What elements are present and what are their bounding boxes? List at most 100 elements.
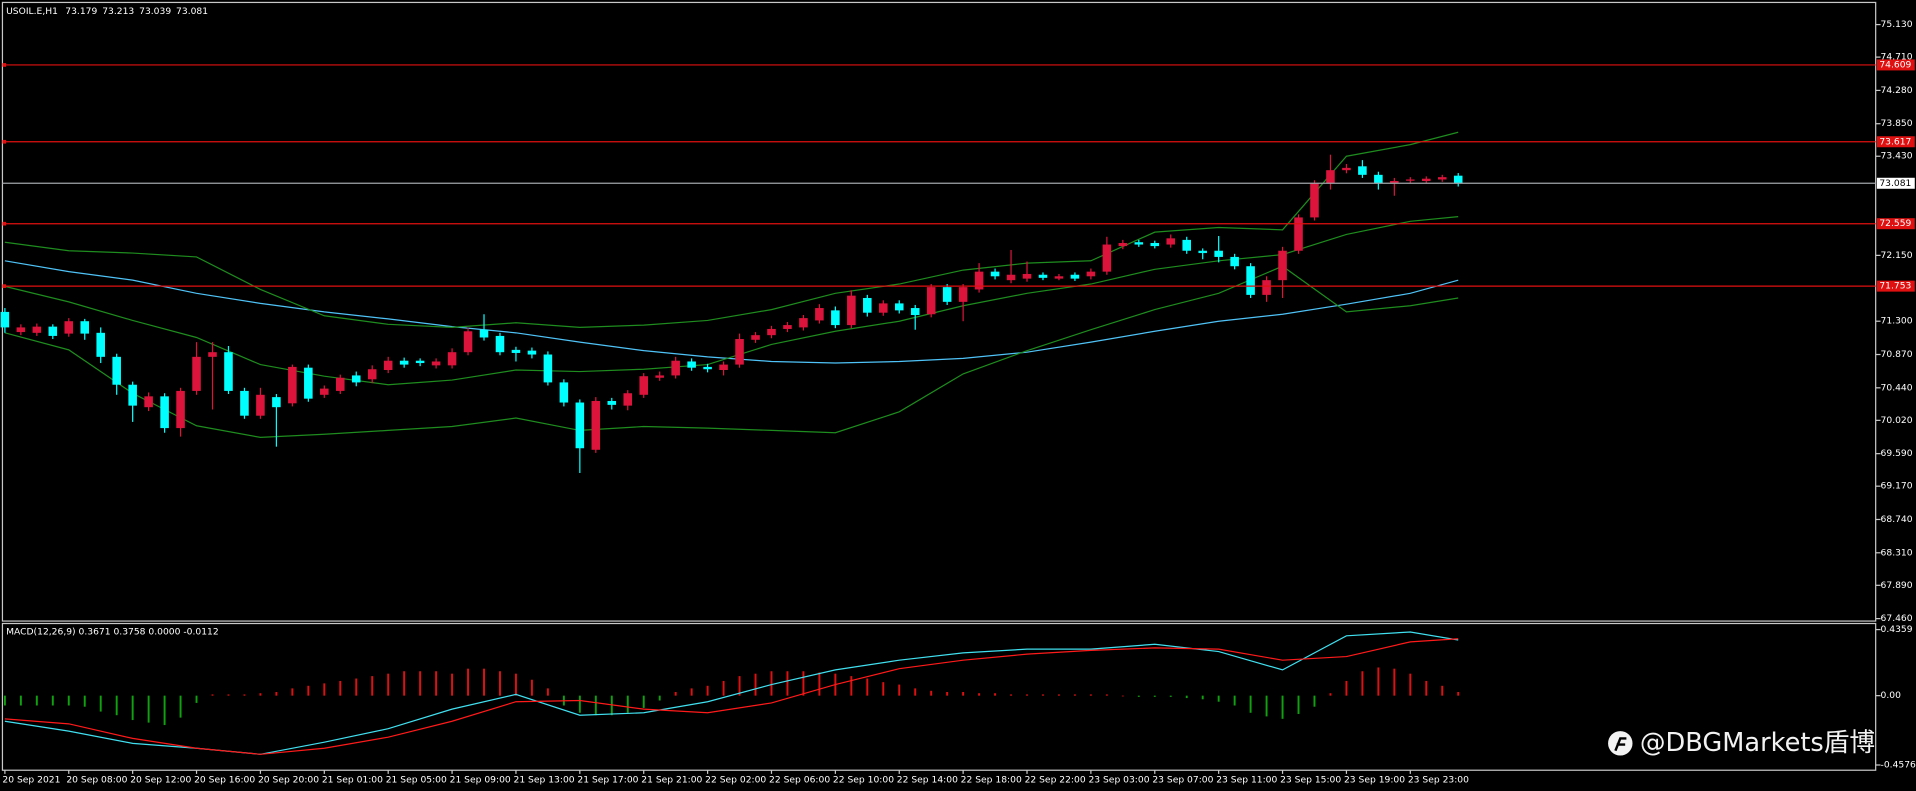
indicator-line: [4, 131, 1459, 329]
x-tick-label: 20 Sep 08:00: [66, 774, 127, 785]
level-handle: [2, 63, 7, 67]
candle-body: [80, 321, 90, 334]
candle-body: [815, 308, 824, 321]
candle-body: [272, 397, 281, 408]
candle-body: [559, 382, 569, 403]
candle-body: [687, 361, 696, 368]
candle-body: [958, 287, 968, 302]
x-tick-label: 20 Sep 20:00: [258, 774, 319, 785]
candle-body: [511, 349, 521, 353]
level-label: 72.559: [1879, 218, 1911, 229]
x-tick-label: 21 Sep 13:00: [514, 774, 575, 785]
level-label-bg: [1876, 59, 1915, 71]
x-tick-label: 21 Sep 01:00: [322, 774, 383, 785]
candle-body: [974, 271, 984, 290]
candle-body: [767, 328, 776, 336]
level-handle: [2, 221, 7, 226]
candle-body: [1118, 242, 1128, 247]
last-price-label-bg: [1876, 177, 1915, 189]
x-tick-label: 21 Sep 05:00: [386, 774, 447, 785]
watermark-icon-glyph: [1614, 737, 1627, 752]
indicator-line: [4, 638, 1459, 755]
x-tick-label: 22 Sep 10:00: [833, 774, 894, 785]
y-tick-label: 0.4359: [1881, 624, 1913, 635]
candle-body: [224, 352, 233, 391]
candle-body: [431, 361, 441, 366]
x-tick-label: 21 Sep 17:00: [577, 774, 638, 785]
y-tick-label: 73.430: [1881, 151, 1913, 162]
candle-body: [1262, 280, 1271, 295]
indicator-line: [4, 265, 1459, 438]
candle-body: [1150, 242, 1160, 247]
candle-body: [367, 369, 377, 380]
candle-body: [399, 360, 409, 365]
y-tick-label: 74.710: [1881, 52, 1913, 63]
candle-body: [1342, 167, 1351, 171]
y-tick-label: 73.850: [1881, 118, 1913, 129]
x-tick-label: 22 Sep 14:00: [897, 774, 958, 785]
x-tick-label: 22 Sep 02:00: [705, 774, 766, 785]
y-tick-label: 69.170: [1881, 481, 1913, 492]
y-tick-label: 72.150: [1881, 250, 1913, 261]
y-tick-label: 74.280: [1881, 85, 1913, 96]
candle-body: [176, 390, 185, 429]
candle-body: [1294, 217, 1303, 251]
x-tick-label: 23 Sep 07:00: [1152, 774, 1213, 785]
candle-body: [1214, 250, 1223, 257]
candle-body: [926, 287, 936, 315]
candle-body: [751, 335, 760, 340]
level-handle: [2, 139, 7, 144]
candle-body: [447, 352, 457, 366]
candle-body: [735, 339, 744, 365]
level-label-bg: [1876, 218, 1915, 230]
candle-body: [32, 326, 42, 333]
candle-body: [351, 375, 361, 383]
x-tick-label: 23 Sep 03:00: [1088, 774, 1149, 785]
candle-body: [655, 375, 664, 378]
candle-body: [831, 310, 840, 326]
candle-body: [1038, 274, 1048, 278]
candle-body: [1086, 271, 1096, 277]
candle-body: [415, 360, 425, 364]
candle-body: [863, 297, 872, 313]
candle-body: [144, 396, 153, 408]
candle-body: [527, 350, 537, 355]
candle-body: [463, 331, 473, 353]
candle-body: [48, 326, 58, 336]
y-tick-label: 67.890: [1881, 580, 1913, 591]
x-tick-label: 20 Sep 12:00: [130, 774, 191, 785]
candle-body: [1022, 273, 1032, 279]
candle-body: [799, 318, 808, 328]
candle-body: [1406, 179, 1415, 181]
candle-body: [16, 327, 26, 333]
candle-body: [703, 366, 712, 370]
y-tick-label: 75.130: [1881, 19, 1913, 30]
candle-body: [623, 393, 633, 406]
y-tick-label: 69.590: [1881, 448, 1913, 459]
candle-body: [1182, 239, 1191, 251]
candle-body: [64, 321, 74, 334]
level-label-bg: [1876, 136, 1915, 148]
y-tick-label: 70.440: [1881, 382, 1913, 393]
candle-body: [320, 388, 329, 395]
candle-body: [1102, 244, 1112, 272]
candle-body: [719, 364, 728, 371]
ohlc-close: 73.081: [176, 6, 208, 17]
candle-body: [575, 402, 585, 449]
candle-body: [847, 295, 856, 326]
x-tick-label: 22 Sep 18:00: [961, 774, 1022, 785]
candle-body: [1166, 238, 1176, 245]
watermark: @DBGMarkets盾博: [1608, 728, 1875, 758]
candle-body: [1437, 177, 1447, 180]
candle-body: [1422, 178, 1431, 182]
candle-body: [160, 396, 169, 429]
y-tick-label: 68.740: [1881, 514, 1913, 525]
x-tick-label: 20 Sep 2021: [2, 774, 60, 785]
ohlc-high: 73.213: [102, 6, 134, 17]
candle-body: [910, 308, 920, 316]
candle-body: [1070, 274, 1080, 279]
candle-body: [1134, 242, 1144, 245]
candle-body: [1054, 276, 1064, 279]
